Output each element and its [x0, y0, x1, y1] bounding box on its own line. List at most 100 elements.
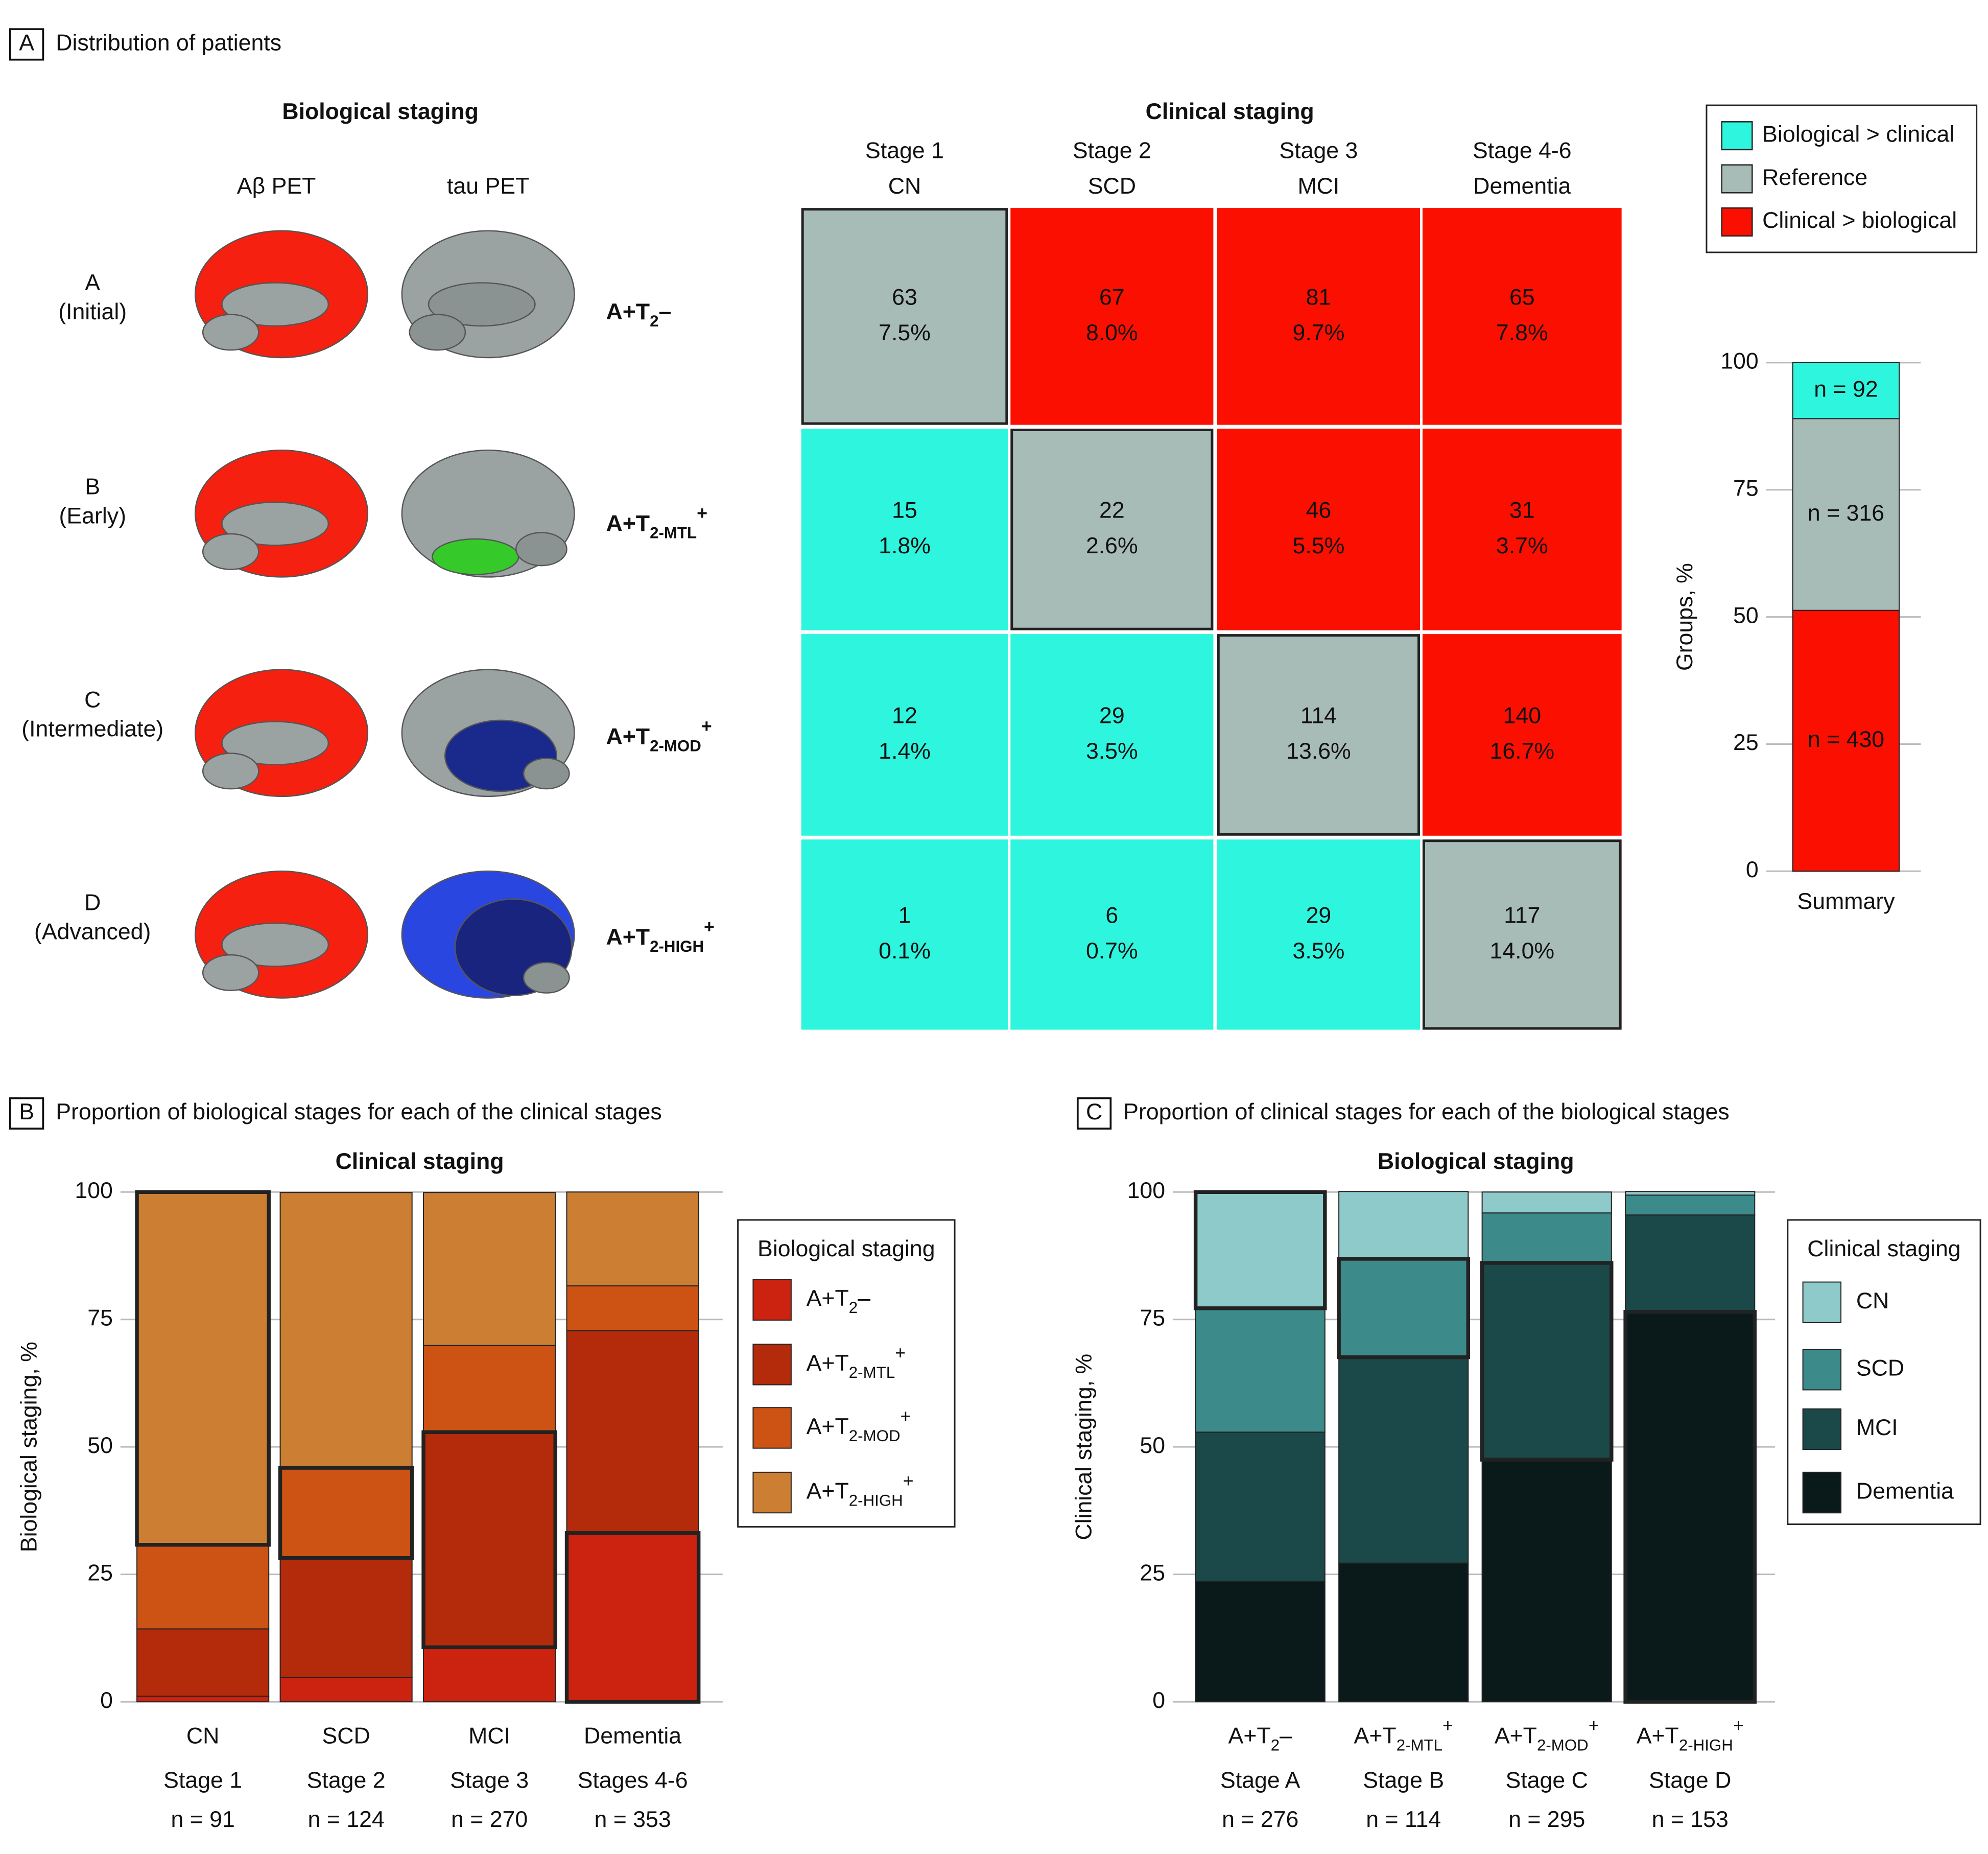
panel-letter-box — [1076, 1097, 1112, 1130]
x-tick-count: n = 295 — [1508, 1807, 1585, 1832]
y-tick-label: 50 — [1733, 603, 1759, 628]
legend-swatch — [752, 1344, 792, 1386]
matrix-cell — [801, 634, 1008, 836]
legend-swatch — [1721, 207, 1753, 237]
legend-swatch — [1802, 1281, 1842, 1323]
col-name: SCD — [1088, 174, 1136, 199]
tracer-label: tau PET — [447, 174, 529, 199]
legend-label: A+T2– — [807, 1286, 871, 1317]
label-sub: 2-MOD — [849, 1427, 901, 1445]
row-letter: C — [84, 687, 101, 712]
matrix-cell — [1422, 208, 1622, 425]
label-sup: + — [1589, 1716, 1599, 1736]
y-tick-label: 0 — [100, 1688, 113, 1713]
y-axis-title: Groups, % — [1672, 563, 1697, 671]
label-sup: + — [895, 1343, 906, 1363]
bar-segment — [278, 1466, 414, 1560]
x-tick-stage: Stage 1 — [163, 1768, 242, 1793]
matrix-cell — [1217, 429, 1420, 630]
legend-label: A+T2-MTL+ — [807, 1343, 906, 1381]
label-sub: 2-MOD — [650, 737, 701, 755]
label-main: A+T — [807, 1351, 849, 1376]
cell-count: 114 — [1300, 703, 1337, 729]
bar-segment — [1338, 1562, 1469, 1703]
matrix-cell — [1010, 839, 1214, 1030]
col-name: CN — [888, 174, 921, 199]
label-main: A+T — [807, 1414, 849, 1439]
cell-percent: 1.4% — [879, 739, 931, 764]
matrix-cell — [1422, 429, 1622, 630]
x-tick-label: SCD — [322, 1723, 370, 1748]
bar-segment — [566, 1285, 699, 1331]
brain-cerebellum — [202, 954, 259, 991]
legend-label: Biological > clinical — [1762, 122, 1954, 147]
bar-segment — [1792, 362, 1900, 419]
label-sub: 2-MTL — [650, 524, 697, 542]
label-end: – — [658, 299, 671, 324]
row-name: (Advanced) — [34, 920, 151, 945]
x-tick-label: A+T2-MTL+ — [1354, 1716, 1453, 1754]
bar-segment — [1481, 1459, 1612, 1703]
matrix-cell — [1010, 429, 1214, 630]
x-tick-count: n = 270 — [451, 1807, 528, 1832]
matrix-cell — [1010, 634, 1214, 836]
panel-title: Proportion of biological stages for each… — [56, 1099, 662, 1124]
label-main: A+T — [606, 511, 650, 536]
col-stage: Stage 1 — [865, 138, 944, 163]
cell-count: 67 — [1099, 285, 1125, 310]
row-stage: A+T2– — [606, 299, 671, 330]
brain-abeta — [195, 871, 369, 999]
cell-count: 6 — [1105, 903, 1118, 928]
x-tick-stage: Stages 4-6 — [578, 1768, 688, 1793]
x-tick-label: MCI — [468, 1723, 510, 1748]
y-tick-label: 50 — [1140, 1433, 1165, 1458]
bar-segment — [421, 1430, 557, 1650]
matrix-cell — [801, 839, 1008, 1030]
bar-segment — [1792, 609, 1900, 872]
label-main: A+T — [606, 724, 650, 749]
bar-segment — [136, 1696, 270, 1703]
row-name: (Early) — [59, 504, 126, 529]
bar-segment — [423, 1647, 556, 1703]
matrix-cell — [1422, 839, 1622, 1030]
bar-segment — [1481, 1212, 1612, 1263]
label-sup: + — [901, 1406, 911, 1426]
x-tick-label: A+T2– — [1228, 1723, 1293, 1754]
brain-cerebellum — [409, 314, 466, 351]
cell-count: 1 — [898, 903, 911, 928]
col-name: Dementia — [1473, 174, 1571, 199]
bar-segment — [423, 1192, 556, 1346]
col-stage: Stage 2 — [1073, 138, 1151, 163]
matrix-cell — [1422, 634, 1622, 836]
cell-count: 81 — [1306, 285, 1332, 310]
bar-segment — [136, 1544, 270, 1630]
label-sup: + — [903, 1471, 914, 1491]
panel-letter: B — [19, 1099, 34, 1124]
cell-percent: 14.0% — [1490, 938, 1555, 964]
y-tick-label: 100 — [75, 1178, 113, 1203]
label-sub: 2-HIGH — [650, 937, 704, 955]
y-tick-label: 100 — [1127, 1178, 1166, 1203]
y-tick-label: 25 — [1733, 730, 1759, 755]
row-name: (Initial) — [58, 299, 127, 324]
label-end: – — [858, 1286, 870, 1311]
legend-swatch — [1802, 1408, 1842, 1450]
label-end: – — [1280, 1723, 1292, 1748]
legend-label: Reference — [1762, 165, 1867, 190]
brain-cerebellum — [523, 961, 570, 994]
bar-segment — [566, 1191, 699, 1286]
segment-label: n = 430 — [1808, 727, 1884, 752]
x-tick-stage: Stage A — [1220, 1768, 1300, 1793]
chart-subtitle: Biological staging — [1378, 1149, 1574, 1174]
brain-abeta — [195, 669, 369, 797]
x-tick-count: n = 353 — [594, 1807, 671, 1832]
chart-subtitle: Clinical staging — [336, 1149, 504, 1174]
bar-segment — [1480, 1261, 1614, 1462]
bar-segment — [1195, 1581, 1326, 1703]
legend-swatch — [752, 1279, 792, 1321]
bar-segment — [279, 1192, 413, 1469]
matrix-cell — [1217, 634, 1420, 836]
legend-label: A+T2-HIGH+ — [807, 1471, 914, 1509]
tracer-label: Aβ PET — [237, 174, 316, 199]
